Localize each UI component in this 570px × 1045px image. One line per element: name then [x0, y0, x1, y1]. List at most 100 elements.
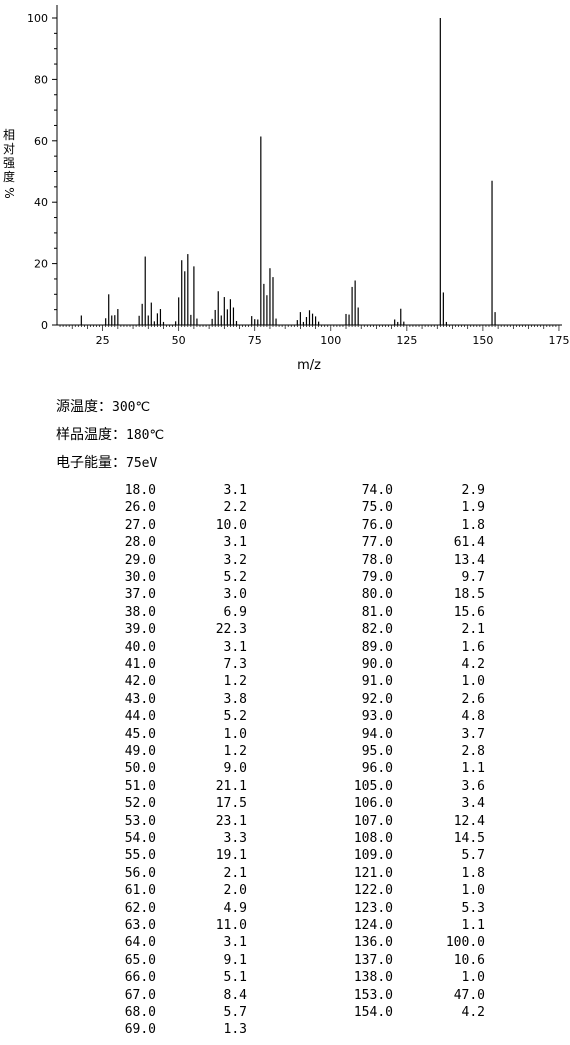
- mz-value: 109.0: [353, 848, 393, 864]
- electron-energy: 电子能量：75eV: [56, 455, 157, 472]
- mz-value: 124.0: [353, 918, 393, 933]
- mz-value: 61.0: [124, 883, 156, 899]
- intensity-value: 1.0: [461, 674, 485, 690]
- intensity-value: 15.6: [453, 604, 485, 620]
- mz-value: 96.0: [361, 761, 393, 777]
- intensity-value: 3.8: [223, 691, 247, 707]
- mz-value: 89.0: [361, 639, 393, 655]
- x-axis-label: m/z: [297, 358, 321, 373]
- source-temperature-value: 300℃: [112, 400, 151, 415]
- x-tick-label: 75: [248, 334, 262, 347]
- intensity-value: 5.7: [223, 1005, 247, 1020]
- x-tick-label: 150: [472, 334, 493, 347]
- mz-value: 92.0: [361, 691, 393, 707]
- mz-value: 26.0: [124, 500, 156, 516]
- mz-value: 123.0: [353, 900, 393, 916]
- sample-temperature: 样品温度：180℃: [56, 427, 164, 444]
- intensity-value: 9.1: [223, 952, 247, 968]
- intensity-value: 1.0: [223, 726, 247, 742]
- intensity-value: 1.9: [461, 500, 485, 516]
- intensity-value: 5.2: [223, 709, 247, 725]
- intensity-value: 1.0: [461, 970, 485, 986]
- intensity-value: 3.1: [223, 483, 247, 498]
- mz-value: 38.0: [124, 604, 156, 620]
- mz-value: 77.0: [361, 535, 393, 551]
- intensity-value: 5.3: [461, 900, 485, 916]
- mz-value: 81.0: [361, 604, 393, 620]
- intensity-value: 11.0: [215, 918, 247, 933]
- mz-value: 136.0: [353, 935, 393, 951]
- intensity-value: 9.7: [461, 570, 485, 585]
- mz-value: 42.0: [124, 674, 156, 690]
- mz-value: 51.0: [124, 778, 156, 794]
- intensity-value: 5.7: [461, 848, 485, 864]
- intensity-value: 1.1: [461, 761, 485, 777]
- intensity-value: 22.3: [215, 622, 247, 638]
- electron-energy-value: 75eV: [126, 456, 158, 471]
- intensity-value: 7.3: [223, 657, 247, 672]
- intensity-value: 18.5: [453, 587, 485, 603]
- y-tick-label: 0: [41, 319, 48, 332]
- mz-value: 55.0: [124, 848, 156, 864]
- mz-value: 82.0: [361, 622, 393, 638]
- mz-value: 43.0: [124, 691, 156, 707]
- y-axis-label-char: 对: [2, 142, 15, 156]
- mz-value: 74.0: [361, 483, 393, 498]
- mz-value: 27.0: [124, 517, 156, 533]
- x-tick-label: 100: [320, 334, 341, 347]
- intensity-value: 6.9: [223, 604, 247, 620]
- intensity-value: 8.4: [223, 987, 247, 1003]
- source-temperature-label: 源温度：: [56, 399, 112, 415]
- mz-value: 80.0: [361, 587, 393, 603]
- mz-value: 64.0: [124, 935, 156, 951]
- intensity-value: 23.1: [215, 813, 247, 829]
- intensity-value: 3.1: [223, 935, 247, 951]
- intensity-value: 1.3: [223, 1022, 247, 1038]
- intensity-value: 3.4: [461, 796, 485, 812]
- intensity-value: 9.0: [223, 761, 247, 777]
- y-tick-label: 20: [34, 258, 48, 271]
- intensity-value: 4.2: [461, 657, 485, 672]
- intensity-value: 1.1: [461, 918, 485, 933]
- chart-axes: [56, 5, 562, 326]
- mz-value: 53.0: [124, 813, 156, 829]
- y-tick-label: 80: [34, 73, 48, 86]
- mz-value: 121.0: [353, 865, 393, 881]
- mz-value: 50.0: [124, 761, 156, 777]
- mz-value: 67.0: [124, 987, 156, 1003]
- mz-value: 153.0: [353, 987, 393, 1003]
- intensity-value: 47.0: [453, 987, 485, 1003]
- y-axis-label-char: 强: [2, 156, 15, 170]
- intensity-value: 2.1: [461, 622, 485, 638]
- intensity-value: 14.5: [453, 831, 485, 846]
- chart-bars: [80, 18, 496, 325]
- mz-value: 30.0: [124, 570, 156, 585]
- intensity-value: 3.1: [223, 535, 247, 551]
- mz-value: 154.0: [353, 1005, 393, 1020]
- mz-value: 79.0: [361, 570, 393, 585]
- intensity-value: 1.8: [461, 517, 485, 533]
- mz-value: 90.0: [361, 657, 393, 672]
- intensity-value: 2.6: [461, 691, 485, 707]
- mz-value: 95.0: [361, 744, 393, 759]
- mz-value: 68.0: [124, 1005, 156, 1020]
- x-tick-label: 25: [96, 334, 110, 347]
- mz-value: 69.0: [124, 1022, 156, 1038]
- y-axis-label-char: 相: [2, 128, 15, 142]
- mz-value: 49.0: [124, 744, 156, 759]
- mz-value: 45.0: [124, 726, 156, 742]
- y-axis-label-char: %: [2, 187, 16, 199]
- intensity-value: 17.5: [215, 796, 247, 812]
- source-temperature: 源温度：300℃: [56, 399, 150, 416]
- intensity-value: 3.7: [461, 726, 485, 742]
- y-axis-label-char: 度: [2, 170, 15, 184]
- intensity-value: 10.6: [453, 952, 485, 968]
- mz-value: 52.0: [124, 796, 156, 812]
- mz-value: 94.0: [361, 726, 393, 742]
- intensity-value: 5.1: [223, 970, 247, 986]
- mz-value: 40.0: [124, 639, 156, 655]
- intensity-value: 12.4: [453, 813, 485, 829]
- mz-value: 105.0: [353, 778, 393, 794]
- mz-value: 106.0: [353, 796, 393, 812]
- mz-value: 65.0: [124, 952, 156, 968]
